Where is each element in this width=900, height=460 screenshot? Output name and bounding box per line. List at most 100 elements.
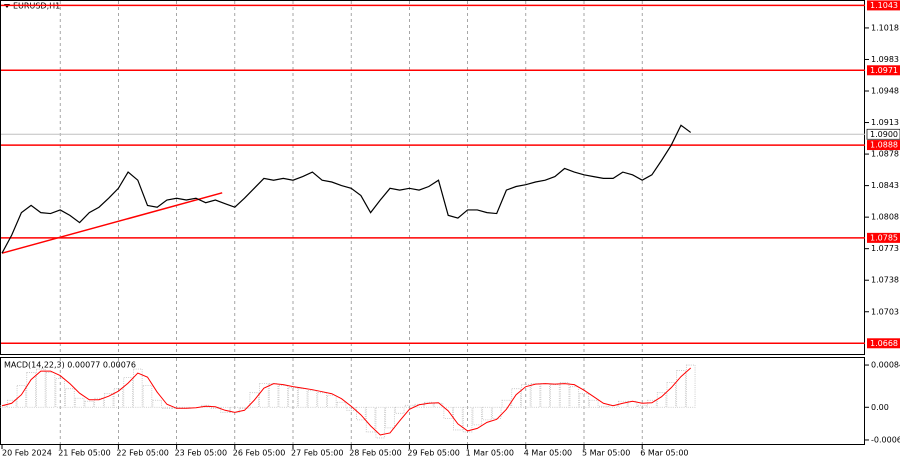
level-label: 1.0668 [870, 339, 898, 348]
macd-bar [210, 406, 221, 409]
x-tick-label: 6 Mar 05:00 [640, 449, 688, 458]
x-tick-label: 29 Feb 05:00 [407, 449, 459, 458]
macd-bar [511, 388, 521, 408]
macd-bar [152, 399, 162, 408]
y-tick-label: 1.0843 [871, 181, 899, 190]
macd-bar [424, 401, 434, 408]
macd-bar [608, 404, 618, 408]
y-tick-label: 1.0878 [871, 150, 899, 159]
macd-bar [123, 377, 133, 408]
macd-bar [365, 406, 376, 433]
macd-bar [249, 392, 259, 408]
macd-bar [162, 406, 172, 409]
signal-line [1, 367, 692, 436]
macd-bar [317, 392, 327, 408]
current-price-tag [866, 128, 900, 140]
macd-bar [336, 401, 347, 408]
macd-bar [656, 392, 667, 408]
macd-pane [0, 357, 865, 445]
macd-bar [288, 387, 298, 408]
macd-bar [103, 393, 114, 408]
level-tag [867, 65, 900, 76]
trendline [1, 192, 223, 254]
y-tick-label: 1.0738 [871, 276, 899, 285]
x-tick-label: 26 Feb 05:00 [233, 449, 285, 458]
macd-bar [133, 368, 143, 408]
y-tick-label: 1.0808 [871, 213, 899, 222]
y-tick-label: 0.00084 [871, 361, 900, 370]
x-tick-label: 21 Feb 05:00 [58, 449, 110, 458]
x-tick-label: 28 Feb 05:00 [349, 449, 401, 458]
macd-bar [65, 388, 75, 408]
macd-bar [443, 406, 453, 419]
macd-bar [297, 388, 308, 408]
macd-bar [588, 399, 599, 408]
macd-bar [74, 397, 85, 408]
x-tick-label: 27 Feb 05:00 [291, 449, 343, 458]
y-tick-label: -0.00065 [871, 435, 900, 444]
macd-bar [239, 406, 250, 409]
macd-bar [414, 403, 424, 408]
macd-bar [84, 400, 95, 408]
macd-bar [637, 404, 647, 408]
x-tick-label: 4 Mar 05:00 [524, 449, 572, 458]
macd-bar [94, 397, 104, 408]
macd-bar [6, 399, 17, 408]
macd-bar [385, 406, 395, 429]
macd-bar [666, 382, 677, 408]
macd-bar [647, 399, 657, 408]
level-label: 1.0971 [870, 66, 898, 75]
y-tick-label: 1.0773 [871, 244, 899, 253]
x-tick-label: 1 Mar 05:00 [466, 449, 514, 458]
macd-bar [627, 400, 638, 408]
macd-bar [36, 368, 46, 408]
macd-bar [598, 405, 609, 408]
y-tick-label: 1.1018 [871, 23, 899, 32]
macd-bar [521, 384, 531, 408]
macd-bar [559, 382, 570, 408]
level-tag [867, 232, 900, 243]
macd-bar [685, 364, 696, 408]
level-label: 1.0888 [870, 141, 898, 150]
macd-bar [394, 406, 405, 414]
macd-bar [220, 406, 230, 413]
macd-bar [113, 388, 124, 408]
level-tag [867, 0, 900, 11]
level-tag [867, 338, 900, 349]
price-line [1, 124, 692, 254]
y-tick-label: 1.0913 [871, 118, 899, 127]
current-price-label: 1.0900 [870, 130, 898, 139]
macd-bar [530, 383, 541, 408]
macd-bar [268, 383, 279, 408]
level-tag [867, 140, 900, 151]
macd-bar [462, 406, 473, 433]
macd-bar [0, 405, 7, 408]
macd-bar [346, 406, 356, 411]
y-tick-label: 1.0703 [871, 307, 899, 316]
level-label: 1.0785 [870, 233, 898, 242]
x-tick-label: 20 Feb 2024 [2, 449, 52, 458]
macd-bar [550, 384, 560, 408]
macd-bar [327, 394, 337, 408]
y-tick-label: 1.0948 [871, 87, 899, 96]
macd-bar [579, 393, 589, 408]
macd-bar [569, 386, 580, 408]
macd-bar [491, 406, 502, 419]
level-label: 1.1043 [870, 1, 898, 10]
macd-title: MACD(14,22,3) 0.00077 0.00076 [4, 361, 136, 370]
x-tick-label: 5 Mar 05:00 [582, 449, 630, 458]
y-tick-label: 0.00 [871, 403, 889, 412]
price-pane [0, 0, 865, 355]
x-tick-label: 23 Feb 05:00 [175, 449, 227, 458]
macd-bar [55, 378, 65, 408]
macd-bar [404, 404, 415, 408]
macd-bar [501, 399, 512, 408]
macd-bar [676, 370, 686, 408]
y-tick-label: 1.0983 [871, 55, 899, 64]
macd-bar [540, 383, 550, 408]
macd-bar [307, 390, 318, 408]
x-tick-label: 22 Feb 05:00 [116, 449, 168, 458]
macd-bar [259, 383, 269, 408]
